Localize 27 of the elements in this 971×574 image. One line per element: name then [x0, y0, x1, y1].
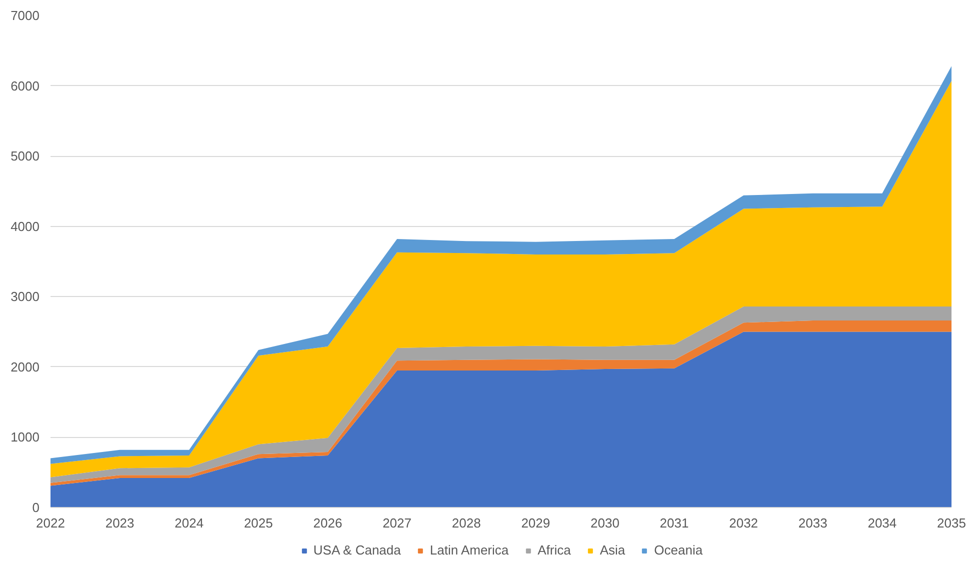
x-tick-label: 2029	[521, 516, 550, 530]
legend-label: Africa	[538, 542, 571, 558]
x-tick-label: 2028	[452, 516, 481, 530]
y-tick-label: 1000	[10, 430, 40, 445]
y-tick-label: 2000	[10, 359, 40, 374]
legend-label: USA & Canada	[313, 542, 401, 558]
y-tick-label: 0	[32, 500, 40, 515]
y-tick-label: 6000	[10, 78, 40, 94]
x-tick-label: 2031	[660, 516, 689, 530]
x-tick-label: 2033	[798, 516, 828, 530]
legend-label: Asia	[600, 542, 626, 558]
y-tick-label: 4000	[10, 218, 40, 234]
x-tick-label: 2034	[868, 516, 897, 530]
x-tick-label: 2023	[105, 516, 134, 530]
x-tick-label: 2032	[729, 516, 758, 530]
y-tick-label: 5000	[10, 148, 40, 164]
legend-label: Oceania	[654, 542, 703, 558]
x-tick-label: 2024	[174, 516, 204, 530]
y-tick-label: 3000	[10, 289, 40, 304]
x-tick-label: 2026	[313, 516, 342, 530]
x-tick-label: 2030	[590, 516, 620, 530]
x-tick-label: 2027	[382, 516, 412, 530]
x-tick-label: 2035	[937, 516, 966, 530]
x-tick-label: 2025	[244, 516, 273, 530]
legend-label: Latin America	[430, 542, 509, 558]
x-tick-label: 2022	[36, 516, 65, 530]
y-tick-label: 7000	[10, 8, 40, 23]
